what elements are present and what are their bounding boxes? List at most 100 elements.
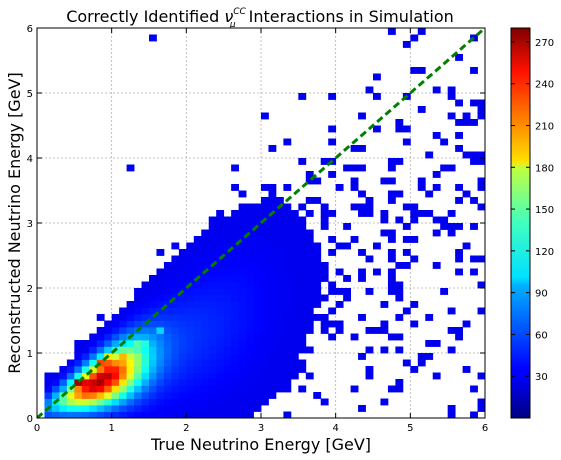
- heatmap-bin: [104, 405, 113, 412]
- heatmap-bin: [81, 372, 90, 380]
- heatmap-bin: [246, 405, 254, 412]
- heatmap-bin: [223, 327, 232, 334]
- heatmap-bin: [290, 229, 299, 237]
- heatmap-bin: [104, 333, 113, 341]
- heatmap-bin: [186, 242, 195, 250]
- heatmap-bin: [290, 320, 299, 328]
- heatmap-bin: [141, 281, 150, 289]
- heatmap-bin: [261, 197, 269, 204]
- heatmap-bin: [186, 346, 195, 354]
- heatmap-bin: [335, 320, 344, 328]
- heatmap-bin: [447, 411, 456, 418]
- heatmap-bin: [238, 379, 247, 386]
- heatmap-bin: [141, 327, 150, 334]
- heatmap-bin: [477, 106, 485, 113]
- heatmap-bin: [156, 340, 165, 347]
- heatmap-bin: [216, 314, 225, 321]
- heatmap-bin: [141, 340, 150, 347]
- heatmap-bin: [328, 210, 337, 217]
- heatmap-bin: [156, 385, 165, 393]
- heatmap-bin: [216, 411, 225, 418]
- heatmap-bin: [387, 268, 396, 276]
- heatmap-bin: [231, 164, 239, 172]
- heatmap-bin: [201, 385, 210, 393]
- heatmap-bin: [313, 262, 322, 269]
- heatmap-bin: [313, 197, 322, 204]
- heatmap-bin: [208, 275, 217, 282]
- heatmap-bin: [425, 190, 434, 198]
- heatmap-bin: [126, 314, 135, 321]
- heatmap-bin: [261, 294, 269, 302]
- heatmap-bin: [275, 340, 284, 347]
- heatmap-bin: [343, 275, 351, 282]
- heatmap-bin: [156, 346, 165, 354]
- heatmap-bin: [268, 314, 277, 321]
- heatmap-bin: [365, 203, 374, 211]
- heatmap-bin: [261, 307, 269, 315]
- heatmap-bin: [74, 392, 83, 399]
- heatmap-bin: [365, 346, 374, 354]
- heatmap-bin: [290, 366, 299, 373]
- heatmap-bin: [149, 301, 157, 308]
- heatmap-bin: [171, 301, 180, 308]
- heatmap-bin: [395, 346, 404, 354]
- heatmap-bin: [261, 353, 269, 360]
- heatmap-bin: [387, 333, 396, 341]
- heatmap-bin: [283, 210, 292, 217]
- heatmap-bin: [104, 346, 113, 354]
- heatmap-bin: [126, 327, 135, 334]
- heatmap-bin: [298, 327, 307, 334]
- heatmap-bin: [305, 346, 314, 354]
- title-superscript: CC: [233, 7, 246, 17]
- heatmap-bin: [171, 275, 180, 282]
- heatmap-bin: [358, 314, 366, 321]
- heatmap-bin: [171, 333, 180, 341]
- heatmap-bin: [402, 138, 411, 146]
- heatmap-bin: [134, 333, 142, 341]
- heatmap-bin: [223, 379, 232, 386]
- heatmap-bin: [141, 353, 150, 360]
- heatmap-bin: [149, 34, 157, 42]
- heatmap-bin: [328, 125, 337, 133]
- heatmap-bin: [417, 210, 426, 217]
- heatmap-bin: [395, 190, 404, 198]
- heatmap-bin: [193, 340, 202, 347]
- heatmap-bin: [171, 327, 180, 334]
- heatmap-bin: [223, 262, 232, 269]
- heatmap-bin: [231, 275, 239, 282]
- heatmap-bin: [253, 320, 262, 328]
- heatmap-bin: [432, 171, 441, 178]
- heatmap-bin: [290, 327, 299, 334]
- heatmap-bin: [238, 333, 247, 341]
- heatmap-bin: [290, 353, 299, 360]
- heatmap-bin: [343, 164, 351, 172]
- heatmap-bin: [171, 242, 180, 250]
- heatmap-bin: [328, 320, 337, 328]
- heatmap-bin: [246, 275, 254, 282]
- heatmap-bin: [201, 249, 210, 256]
- heatmap-bin: [171, 294, 180, 302]
- heatmap-bin: [253, 203, 262, 211]
- heatmap-bin: [186, 392, 195, 399]
- heatmap-bin: [201, 288, 210, 295]
- heatmap-bin: [395, 125, 404, 133]
- heatmap-bin: [343, 223, 351, 230]
- heatmap-bin: [223, 340, 232, 347]
- heatmap-bin: [343, 242, 351, 250]
- heatmap-bin: [380, 398, 389, 406]
- heatmap-bin: [201, 359, 210, 367]
- heatmap-bin: [395, 216, 404, 224]
- heatmap-bin: [238, 294, 247, 302]
- heatmap-bin: [283, 249, 292, 256]
- heatmap-bin: [201, 372, 210, 380]
- heatmap-bin: [246, 411, 254, 418]
- heatmap-bin: [119, 307, 127, 315]
- heatmap-bin: [74, 353, 83, 360]
- heatmap-bin: [208, 366, 217, 373]
- heatmap-bin: [216, 385, 225, 393]
- heatmap-bin: [246, 333, 254, 341]
- heatmap-bin: [186, 372, 195, 380]
- heatmap-bin: [283, 301, 292, 308]
- heatmap-bin: [156, 249, 165, 256]
- heatmap-bin: [395, 262, 404, 269]
